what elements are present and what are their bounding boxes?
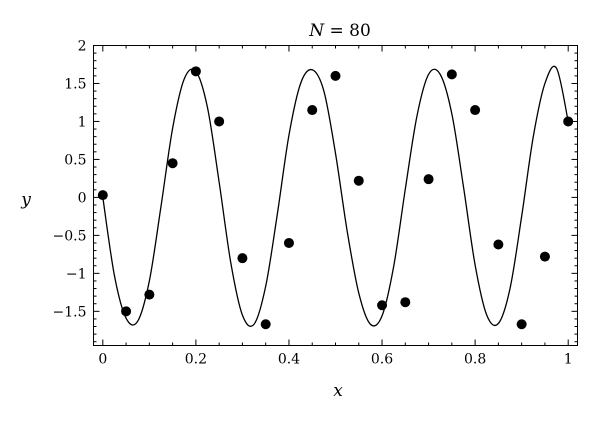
series-curve-line [102, 65, 569, 327]
data-point [423, 174, 434, 185]
data-point [190, 66, 201, 77]
data-point [493, 239, 504, 250]
x-tick-label: 0 [98, 352, 107, 368]
data-point [377, 300, 388, 311]
y-tick-label: −1.5 [53, 304, 87, 320]
data-point [400, 297, 411, 308]
x-tick-label: 0.6 [371, 352, 393, 368]
data-point [563, 116, 574, 127]
data-point [307, 105, 318, 116]
data-point [237, 253, 248, 264]
data-point [260, 319, 271, 330]
y-tick-label: 2 [78, 39, 87, 55]
data-point [516, 319, 527, 330]
ticks-layer: 0 0.2 0.4 0.6 0.8 1 −1.5 −1 −0.5 0 0.5 1 1.5 2 [53, 39, 578, 368]
data-point [97, 190, 108, 201]
x-tick-label: 0.4 [278, 352, 300, 368]
y-tick-label: 1 [78, 114, 87, 130]
data-point [144, 289, 155, 300]
plot-frame [93, 45, 578, 346]
y-tick-label: 1.5 [64, 76, 86, 92]
y-tick-label: −1 [66, 266, 87, 282]
data-point [470, 105, 481, 116]
data-point [283, 237, 294, 248]
y-tick-label: 0.5 [64, 152, 86, 168]
y-axis-label: y [20, 190, 31, 210]
data-point [121, 306, 132, 317]
chart-title-variable: N [308, 21, 325, 41]
x-axis-label: x [333, 381, 343, 401]
series-curve-layer [102, 65, 569, 327]
data-point [446, 69, 457, 80]
y-tick-label: −0.5 [53, 228, 87, 244]
x-tick-label: 0.2 [185, 352, 207, 368]
data-point [214, 116, 225, 127]
data-point [353, 175, 364, 186]
data-point [167, 158, 178, 169]
x-tick-label: 0.8 [464, 352, 486, 368]
series-points-layer [97, 66, 574, 330]
y-tick-label: 0 [78, 190, 87, 206]
chart-title-value: = 80 [324, 21, 371, 41]
data-point [539, 251, 550, 262]
data-point [330, 70, 341, 81]
chart-title: N = 80 [308, 21, 371, 41]
x-tick-label: 1 [564, 352, 573, 368]
